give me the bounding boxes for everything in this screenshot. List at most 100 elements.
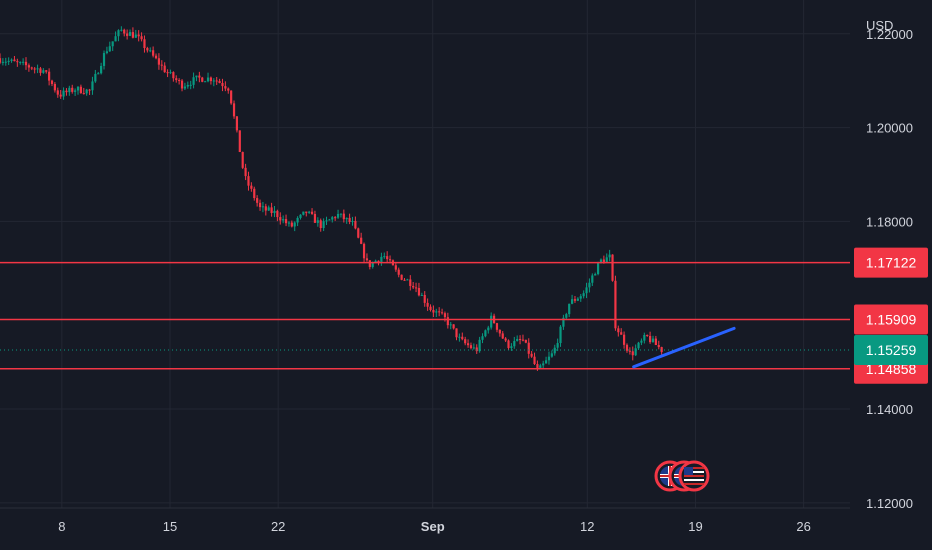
candle-body [394,265,397,270]
candle-body [582,293,585,297]
candle-body [640,340,643,343]
candle-body [163,65,166,73]
candle-body [284,219,288,224]
us-flag-icon[interactable] [678,460,710,492]
candle-body [461,336,464,340]
candle-body [296,217,299,223]
candle-body [235,116,239,131]
candle-body [140,36,143,40]
candle-body [218,80,221,84]
candle-body [88,89,91,91]
trendline[interactable] [632,326,736,369]
candle-body [328,219,331,221]
candle-body [510,346,513,348]
candle-body [622,334,626,345]
candle-body [339,213,343,215]
time-axis-tick-label: 22 [271,519,285,534]
candle-body [446,317,449,326]
candle-body [120,29,123,31]
candle-body [521,339,525,341]
candle-body [24,61,28,66]
candle-body [1,61,4,63]
candle-body [547,356,551,361]
candle-body [481,336,484,340]
level-price-tag [854,247,928,278]
price-axis-tick-label: 1.18000 [866,214,913,229]
candle-body [599,259,603,263]
time-axis-tick-label: 8 [58,519,65,534]
candle-body [247,176,250,186]
candle-body [420,294,423,296]
candle-body [195,75,198,78]
candle-body [631,351,634,356]
time-axis-tick-label: 26 [796,519,810,534]
level-price-tag [854,304,928,335]
candle-body [331,217,334,220]
time-axis-tick-label: 19 [688,519,702,534]
candle-body [204,81,207,83]
candle-body [388,259,392,261]
candle-body [357,228,360,238]
candle-body [270,207,273,214]
candle-body [400,274,403,280]
candle-body [455,328,458,338]
currency-label: USD [866,18,893,33]
current-price-tag-text: 1.15259 [866,342,917,358]
candle-body [553,347,556,354]
price-axis-tick-label: 1.20000 [866,121,913,136]
candle-body [319,220,322,229]
candle-body [50,80,54,84]
candle-body [48,71,51,81]
candle-body [403,279,406,281]
candle-body [342,213,345,220]
candle-body [362,243,366,259]
candle-body [516,338,519,341]
candle-body [620,332,623,335]
candle-body [591,275,594,283]
candle-body [464,339,467,344]
candle-body [501,333,504,339]
candle-body [134,34,137,38]
candle-body [76,86,80,91]
candle-body [466,343,470,346]
candle-body [302,211,305,215]
candle-body [7,60,10,62]
economic-events[interactable] [654,460,710,492]
candle-body [406,279,409,281]
candle-body [513,340,516,347]
candle-body [79,86,83,94]
candle-body [308,211,311,213]
candle-body [166,72,169,74]
candle-body [634,348,637,356]
level-price-tag-text: 1.15909 [866,311,917,327]
candle-body [149,50,152,52]
candle-body [253,188,256,199]
candle-body [209,77,213,82]
candle-body [264,206,267,211]
candle-body [45,70,48,72]
candle-body [435,311,438,313]
candle-body [617,328,620,333]
candle-body [611,254,614,281]
candle-body [65,90,68,93]
candle-body [596,262,600,275]
candle-body [383,256,386,258]
candle-body [273,210,276,214]
candle-body [351,220,354,222]
candle-body [472,347,475,349]
candle-body [180,80,184,89]
candle-body [117,30,120,37]
candle-body [657,344,660,348]
candle-body [377,260,380,263]
candle-body [544,360,548,364]
candle-body [114,36,117,42]
candle-body [201,77,204,82]
candle-body [62,90,65,97]
candle-body [178,80,181,82]
candle-body [241,152,244,168]
candle-body [458,336,461,338]
candle-body [206,77,210,82]
candle-body [293,222,296,227]
candle-body [568,303,571,315]
